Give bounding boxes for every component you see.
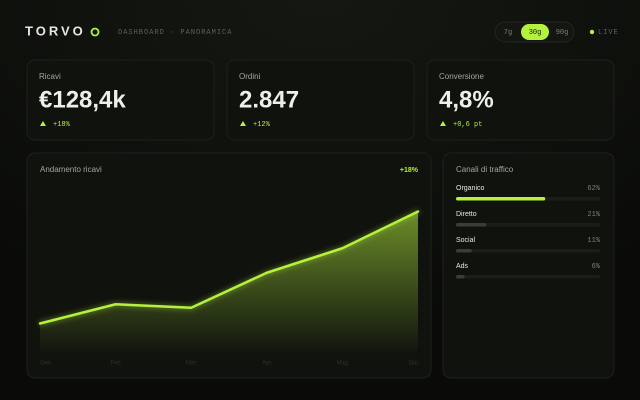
kpi-up-icon: [40, 121, 46, 126]
line: [38, 210, 420, 325]
x-tick-label: Feb: [110, 361, 121, 367]
channel-label: Organico: [456, 185, 485, 192]
area-fill: [40, 211, 418, 355]
channel-label: Ads: [456, 263, 469, 270]
chart-title: Andamento ricavi: [40, 165, 102, 174]
traffic-list: Organico 62% Diretto 21% Social 11% Ads 6%: [456, 185, 601, 279]
x-tick-label: Gen: [40, 361, 51, 367]
kpi-delta: +12%: [253, 121, 271, 129]
x-tick-label: Giu: [409, 361, 418, 367]
chart: Gen Feb Mar Apr Mag Giu: [38, 210, 420, 367]
bar: [456, 223, 487, 227]
live-dot: [589, 29, 595, 35]
live-status: LIVE: [598, 29, 619, 37]
kpi-value: 2.847: [239, 86, 299, 113]
range-button[interactable]: 7g: [504, 29, 512, 37]
channel-value: 11%: [587, 237, 600, 245]
range-button[interactable]: 90g: [556, 29, 569, 37]
kpi-cards: Ricavi €128,4k +18% Ordini 2.847 +12% Conversi…: [26, 59, 615, 141]
bar: [456, 275, 465, 279]
brand: TORVO: [25, 23, 86, 38]
range-active: [521, 24, 549, 40]
bar-track: [456, 249, 600, 253]
bar-track: [456, 275, 600, 279]
bar: [456, 197, 546, 201]
kpi-up-icon: [440, 121, 446, 126]
x-tick-label: Mag: [337, 361, 349, 367]
channel-label: Social: [456, 237, 476, 244]
range-buttons: 7g 30g 90g: [504, 24, 569, 40]
kpi-delta: +0,6 pt: [453, 121, 482, 129]
breadcrumb: DASHBOARD · PANORAMICA: [118, 29, 232, 37]
bar-track: [456, 223, 600, 227]
kpi-card: [226, 59, 415, 141]
x-tick-label: Apr: [262, 361, 271, 367]
kpi-label: Ordini: [239, 72, 261, 81]
channel-value: 6%: [592, 263, 601, 271]
kpi-value: €128,4k: [39, 86, 126, 113]
bar: [456, 249, 472, 253]
brand-icon: [90, 27, 100, 37]
x-tick-label: Mar: [186, 361, 196, 367]
kpi-up-icon: [240, 121, 246, 126]
kpi-value: 4,8%: [439, 86, 494, 113]
kpi-delta: +18%: [53, 121, 71, 129]
channel-value: 62%: [587, 185, 600, 193]
kpi-card: [426, 59, 615, 141]
channel-label: Diretto: [456, 211, 477, 218]
kpi-label: Conversione: [439, 72, 484, 81]
traffic-title: Canali di traffico: [456, 165, 514, 174]
kpi-label: Ricavi: [39, 72, 61, 81]
range-button[interactable]: 30g: [529, 29, 542, 37]
kpi-card: [26, 59, 215, 141]
chart-badge: +18%: [400, 167, 419, 174]
channel-value: 21%: [587, 211, 600, 219]
traffic-card: [442, 152, 615, 379]
